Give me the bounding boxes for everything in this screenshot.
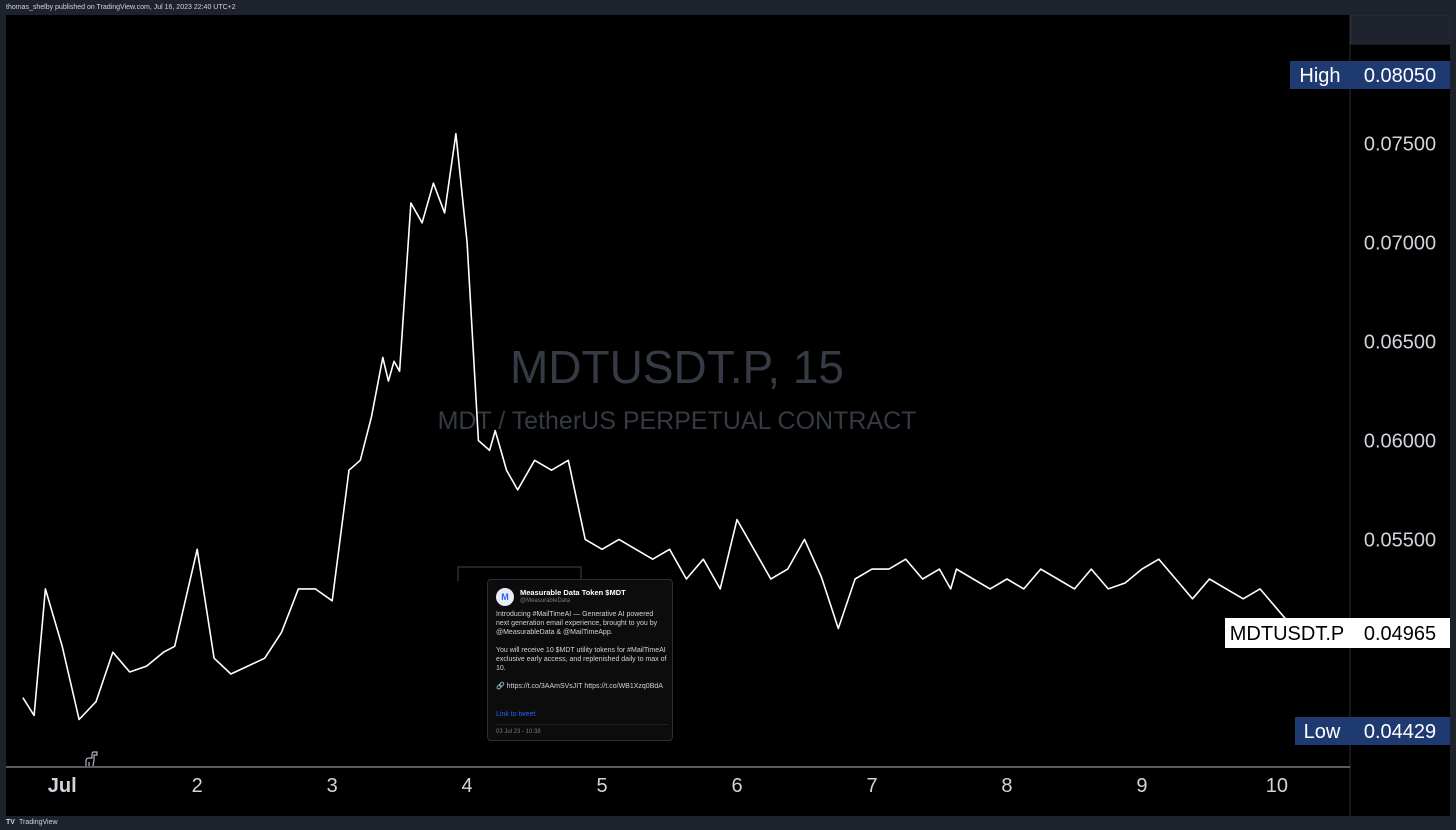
time-tick-label: 2 bbox=[192, 775, 203, 797]
time-tick-label: 4 bbox=[462, 775, 473, 797]
price-tick-label: 0.06000 bbox=[1364, 430, 1436, 452]
link-to-tweet[interactable]: Link to tweet bbox=[496, 711, 536, 718]
tweet-author: Measurable Data Token $MDT bbox=[520, 588, 626, 597]
price-tick-label: 0.07500 bbox=[1364, 134, 1436, 156]
chart-area[interactable]: MDTUSDT.P, 15 MDT / TetherUS PERPETUAL C… bbox=[6, 15, 1450, 816]
high-price-tag: High 0.08050 bbox=[1290, 61, 1450, 89]
low-value: 0.04429 bbox=[1364, 721, 1436, 743]
time-tick-label: 5 bbox=[597, 775, 608, 797]
time-tick-label: 6 bbox=[731, 775, 742, 797]
mdt-avatar-icon: M bbox=[496, 588, 514, 606]
footer-bar: TV TradingView bbox=[0, 816, 1456, 830]
watermark-subtitle: MDT / TetherUS PERPETUAL CONTRACT bbox=[438, 407, 917, 435]
tweet-body: Introducing #MailTimeAI — Generative AI … bbox=[496, 610, 668, 700]
high-value: 0.08050 bbox=[1364, 65, 1436, 87]
time-tick-label: 3 bbox=[327, 775, 338, 797]
publisher-text: thomas_shelby published on TradingView.c… bbox=[6, 4, 236, 11]
last-value-bg bbox=[1350, 618, 1450, 648]
high-label-bg bbox=[1290, 61, 1350, 89]
tweet-paragraph: Introducing #MailTimeAI — Generative AI … bbox=[496, 611, 658, 636]
tradingview-logo-icon: TV bbox=[6, 819, 15, 826]
tweet-handle: @MeasurableData bbox=[520, 598, 571, 604]
high-label: High bbox=[1299, 65, 1340, 87]
low-label-bg bbox=[1295, 717, 1350, 745]
low-price-tag: Low 0.04429 bbox=[1295, 717, 1450, 745]
tweet-paragraph: 🔗 https://t.co/3AAmSVsJIT https://t.co/W… bbox=[496, 683, 663, 690]
time-tick-label: 8 bbox=[1001, 775, 1012, 797]
tweet-paragraph: You will receive 10 $MDT utility tokens … bbox=[496, 647, 667, 672]
publisher-bar: thomas_shelby published on TradingView.c… bbox=[0, 0, 1456, 15]
price-chart[interactable]: MDTUSDT.P, 15 MDT / TetherUS PERPETUAL C… bbox=[6, 15, 1450, 816]
price-axis[interactable]: 0.07500 0.07000 0.06500 0.06000 0.05500 bbox=[1364, 134, 1436, 552]
low-value-bg bbox=[1350, 717, 1450, 745]
price-tick-label: 0.07000 bbox=[1364, 233, 1436, 255]
axis-corner-box bbox=[1350, 15, 1450, 45]
time-tick-label: 9 bbox=[1136, 775, 1147, 797]
price-tick-label: 0.06500 bbox=[1364, 332, 1436, 354]
time-axis[interactable]: Jul 2 3 4 5 6 7 8 9 10 bbox=[48, 775, 1288, 797]
tweet-date: 03 Jul 23 - 10:38 bbox=[496, 729, 541, 735]
last-value: 0.04965 bbox=[1364, 623, 1436, 645]
dinosaur-icon bbox=[85, 751, 98, 767]
price-line bbox=[22, 132, 1334, 721]
watermark-title: MDTUSDT.P, 15 bbox=[510, 341, 844, 393]
tweet-divider bbox=[496, 724, 668, 725]
last-label-bg bbox=[1225, 618, 1350, 648]
tweet-connector-line bbox=[457, 566, 582, 581]
price-tick-label: 0.05500 bbox=[1364, 529, 1436, 551]
time-tick-label: Jul bbox=[48, 775, 77, 797]
low-label: Low bbox=[1304, 721, 1341, 743]
last-label: MDTUSDT.P bbox=[1230, 623, 1344, 645]
time-tick-label: 7 bbox=[866, 775, 877, 797]
high-value-bg bbox=[1350, 61, 1450, 89]
footer-brand: TradingView bbox=[19, 819, 58, 826]
time-tick-label: 10 bbox=[1266, 775, 1288, 797]
last-price-tag: MDTUSDT.P 0.04965 bbox=[1225, 618, 1450, 648]
tweet-card[interactable]: M Measurable Data Token $MDT @Measurable… bbox=[487, 579, 673, 741]
